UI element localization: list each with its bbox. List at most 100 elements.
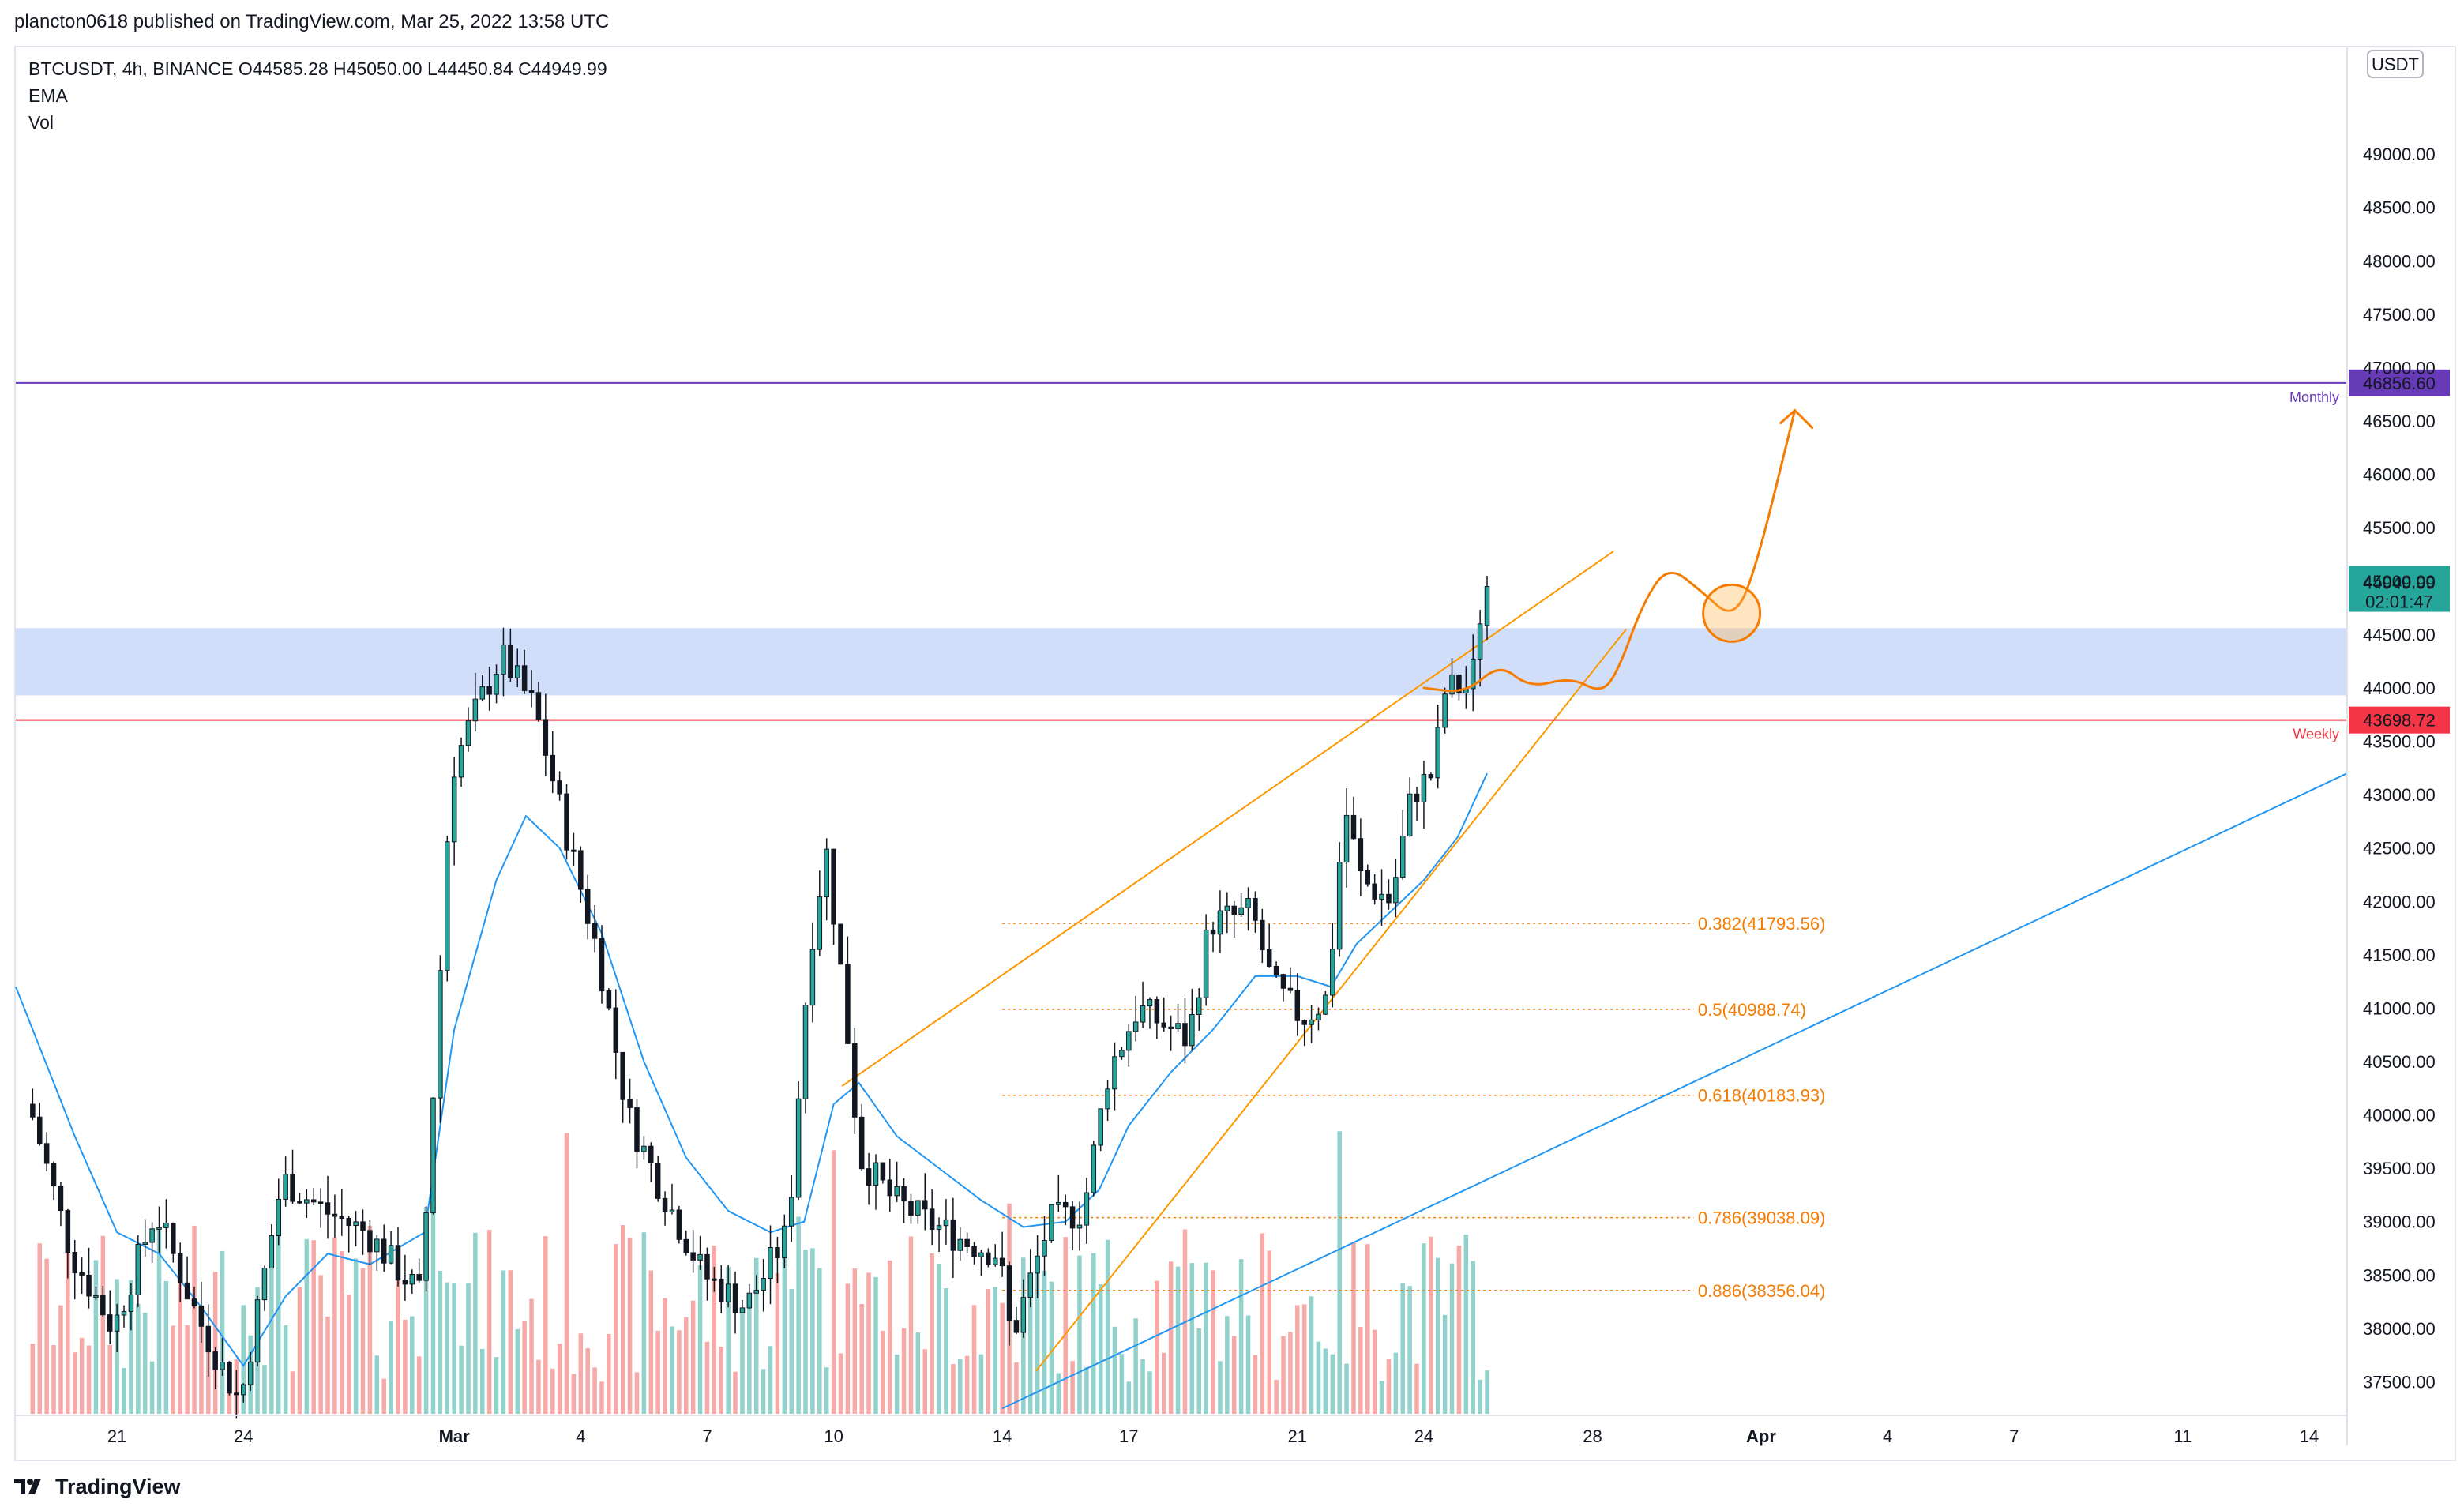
candle — [592, 905, 598, 953]
candle-body — [1084, 1192, 1090, 1226]
candle-body — [535, 692, 542, 720]
candle-body — [1126, 1031, 1132, 1051]
volume-bar — [522, 1320, 527, 1414]
volume-bar — [978, 1354, 984, 1414]
candle — [852, 1028, 858, 1134]
volume-bar — [634, 1372, 640, 1414]
volume-bar — [740, 1310, 745, 1414]
candle — [156, 1206, 162, 1253]
candle-body — [1042, 1239, 1047, 1257]
projection-path[interactable] — [1422, 409, 1797, 693]
price-tick-label: 38500.00 — [2363, 1265, 2436, 1285]
volume-bar — [212, 1272, 218, 1414]
candle-body — [1132, 1021, 1139, 1032]
candles — [30, 576, 1490, 1419]
candle — [388, 1231, 394, 1265]
currency-badge[interactable] — [2367, 50, 2424, 78]
volume-bar — [690, 1300, 696, 1414]
fib-label: 0.382(41793.56) — [1698, 914, 1825, 934]
candle-body — [1301, 1020, 1307, 1025]
monthly-price-tag — [2349, 369, 2450, 396]
candle-body — [557, 780, 562, 795]
volume-bar — [957, 1359, 963, 1414]
candle-body — [458, 745, 464, 778]
candle-body — [1056, 1201, 1061, 1205]
channel-upper-line[interactable] — [841, 551, 1614, 1087]
candle-body — [894, 1186, 900, 1197]
volume-bar — [283, 1325, 288, 1414]
volume-bar — [1456, 1246, 1462, 1414]
candle — [114, 1303, 120, 1352]
candle-body — [1407, 793, 1413, 836]
volume-bar — [227, 1378, 232, 1414]
volume-bar — [206, 1340, 211, 1414]
volume-bar — [389, 1321, 393, 1414]
volume-bar — [501, 1270, 506, 1414]
volume-bar — [1218, 1361, 1223, 1414]
time-tick-label: Mar — [439, 1426, 471, 1446]
volume-bar — [1422, 1243, 1426, 1414]
volume-bar — [1049, 1281, 1054, 1414]
candle — [929, 1189, 935, 1246]
candle — [227, 1361, 232, 1396]
price-tick-label: 46000.00 — [2363, 465, 2436, 485]
candle-body — [1470, 658, 1476, 690]
channel-lower-line[interactable] — [1035, 628, 1627, 1372]
candle-body — [247, 1361, 254, 1385]
candle — [1112, 1042, 1117, 1111]
candle — [486, 666, 492, 711]
volume-bar — [367, 1225, 373, 1414]
candle — [1477, 609, 1483, 687]
volume-bar — [697, 1265, 703, 1414]
candle-body — [1168, 1026, 1174, 1029]
legend-volume[interactable]: Vol — [28, 112, 54, 133]
candle-body — [409, 1274, 415, 1285]
candle — [1062, 1194, 1069, 1226]
candle-body — [1035, 1255, 1040, 1274]
target-circle[interactable] — [1702, 583, 1762, 643]
volume-bar — [704, 1341, 710, 1414]
candle — [269, 1223, 275, 1269]
candle — [247, 1351, 254, 1392]
volume-bar — [648, 1270, 654, 1414]
volume-bar — [93, 1260, 99, 1414]
volume-bar — [824, 1367, 829, 1414]
rising-channel — [841, 551, 1627, 1372]
volume-bar — [381, 1378, 386, 1414]
price-tick-label: 47500.00 — [2363, 305, 2436, 325]
volume-bar — [1027, 1278, 1033, 1414]
candle-body — [254, 1299, 261, 1362]
time-tick-label: Apr — [1746, 1426, 1776, 1446]
legend-ema[interactable]: EMA — [28, 85, 68, 106]
candle-body — [423, 1212, 429, 1281]
volume-bar — [515, 1328, 520, 1414]
legend: BTCUSDT, 4h, BINANCE O44585.28 H45050.00… — [28, 55, 607, 136]
candle — [1350, 796, 1357, 840]
candle-body — [606, 990, 612, 1009]
volume-bar — [670, 1326, 674, 1414]
candle-body — [65, 1210, 71, 1253]
volume-bar — [733, 1371, 738, 1414]
candle — [584, 874, 591, 940]
candle — [445, 835, 450, 982]
candle — [915, 1200, 921, 1224]
price-tick-label: 47000.00 — [2363, 358, 2436, 378]
price-tick-label: 42000.00 — [2363, 892, 2436, 911]
candle — [1442, 687, 1448, 734]
candle-body — [1484, 586, 1490, 626]
candle — [465, 707, 471, 752]
price-tick-label: 49000.00 — [2363, 145, 2436, 164]
candle-body — [1027, 1272, 1033, 1298]
ascending-trendline[interactable] — [1001, 772, 2348, 1410]
candle-body — [184, 1282, 190, 1300]
volume-bar — [915, 1332, 921, 1414]
candle — [543, 693, 549, 776]
candle — [1456, 674, 1462, 701]
candle-body — [1245, 898, 1251, 908]
volume-bar — [901, 1328, 907, 1414]
candle-body — [964, 1238, 970, 1247]
candle-body — [177, 1253, 183, 1283]
volume-bar — [100, 1235, 106, 1414]
candle-body — [761, 1278, 766, 1291]
